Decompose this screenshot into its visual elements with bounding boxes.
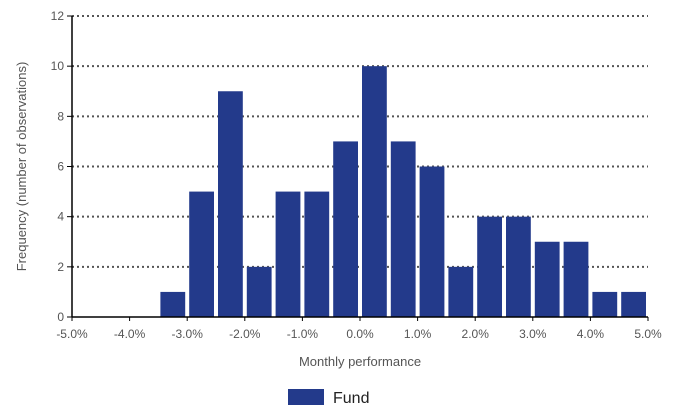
bar — [534, 241, 560, 317]
y-tick-label: 6 — [57, 160, 64, 174]
x-tick-label: 3.0% — [519, 327, 547, 341]
legend-swatch-fund — [288, 389, 324, 405]
bar — [419, 166, 445, 317]
bar — [390, 141, 416, 317]
y-tick-label: 10 — [51, 59, 65, 73]
x-tick-label: -5.0% — [56, 327, 88, 341]
legend-label-fund: Fund — [333, 390, 369, 407]
bar — [160, 291, 186, 317]
x-tick-label: -4.0% — [114, 327, 146, 341]
bar — [506, 216, 531, 317]
x-tick-label: -3.0% — [172, 327, 204, 341]
y-tick-label: 0 — [57, 310, 64, 324]
bar — [362, 66, 387, 318]
bar — [333, 141, 358, 317]
y-axis-title: Frequency (number of observations) — [14, 62, 29, 272]
x-tick-label: 5.0% — [634, 327, 662, 341]
bar — [275, 191, 301, 317]
bar — [189, 191, 214, 317]
x-axis-ticks: -5.0% -4.0% -3.0% -2.0% -1.0% 0.0% 1.0% 2.0% 3.0… — [56, 317, 662, 341]
bar — [563, 241, 589, 317]
y-tick-label: 12 — [51, 9, 65, 23]
bar — [218, 91, 243, 317]
x-axis-title: Monthly performance — [299, 354, 421, 369]
y-tick-label: 8 — [57, 109, 64, 123]
y-tick-label: 2 — [57, 260, 64, 274]
x-tick-label: 2.0% — [462, 327, 490, 341]
y-axis-ticks: 0 2 4 6 8 10 12 — [51, 9, 72, 324]
bar — [448, 266, 474, 317]
legend: Fund — [288, 389, 369, 407]
bar — [477, 216, 502, 317]
y-tick-label: 4 — [57, 210, 64, 224]
x-tick-label: 1.0% — [404, 327, 432, 341]
bar — [592, 291, 618, 317]
gridlines — [72, 15, 648, 268]
bar — [246, 266, 272, 317]
x-tick-label: 0.0% — [346, 327, 374, 341]
x-tick-label: -2.0% — [229, 327, 261, 341]
bars — [160, 66, 646, 318]
x-tick-label: -1.0% — [287, 327, 319, 341]
bar — [304, 191, 330, 317]
x-tick-label: 4.0% — [577, 327, 605, 341]
bar — [621, 291, 646, 317]
